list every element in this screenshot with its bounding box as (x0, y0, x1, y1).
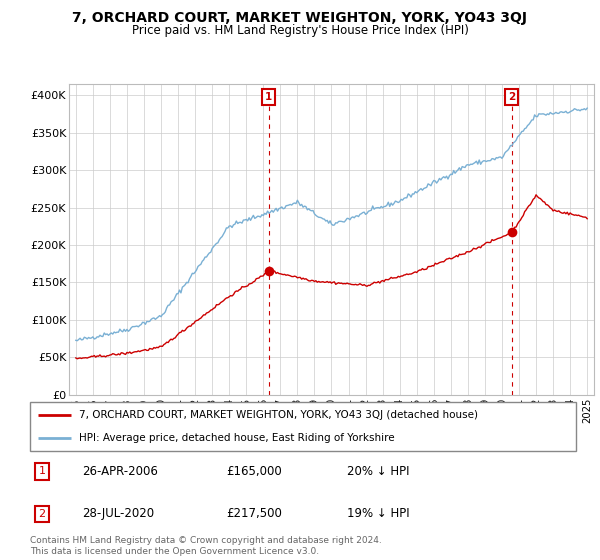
Text: Contains HM Land Registry data © Crown copyright and database right 2024.
This d: Contains HM Land Registry data © Crown c… (30, 536, 382, 556)
Text: 20% ↓ HPI: 20% ↓ HPI (347, 465, 409, 478)
Text: HPI: Average price, detached house, East Riding of Yorkshire: HPI: Average price, detached house, East… (79, 433, 395, 444)
Text: £165,000: £165,000 (227, 465, 283, 478)
Text: Price paid vs. HM Land Registry's House Price Index (HPI): Price paid vs. HM Land Registry's House … (131, 24, 469, 36)
Text: 2: 2 (508, 92, 515, 102)
Text: 26-APR-2006: 26-APR-2006 (82, 465, 158, 478)
Text: 1: 1 (38, 466, 46, 477)
Text: 1: 1 (265, 92, 272, 102)
Text: 28-JUL-2020: 28-JUL-2020 (82, 507, 154, 520)
Text: £217,500: £217,500 (227, 507, 283, 520)
Text: 7, ORCHARD COURT, MARKET WEIGHTON, YORK, YO43 3QJ: 7, ORCHARD COURT, MARKET WEIGHTON, YORK,… (73, 11, 527, 25)
Text: 7, ORCHARD COURT, MARKET WEIGHTON, YORK, YO43 3QJ (detached house): 7, ORCHARD COURT, MARKET WEIGHTON, YORK,… (79, 410, 478, 421)
FancyBboxPatch shape (30, 402, 576, 451)
Text: 19% ↓ HPI: 19% ↓ HPI (347, 507, 409, 520)
Text: 2: 2 (38, 508, 46, 519)
